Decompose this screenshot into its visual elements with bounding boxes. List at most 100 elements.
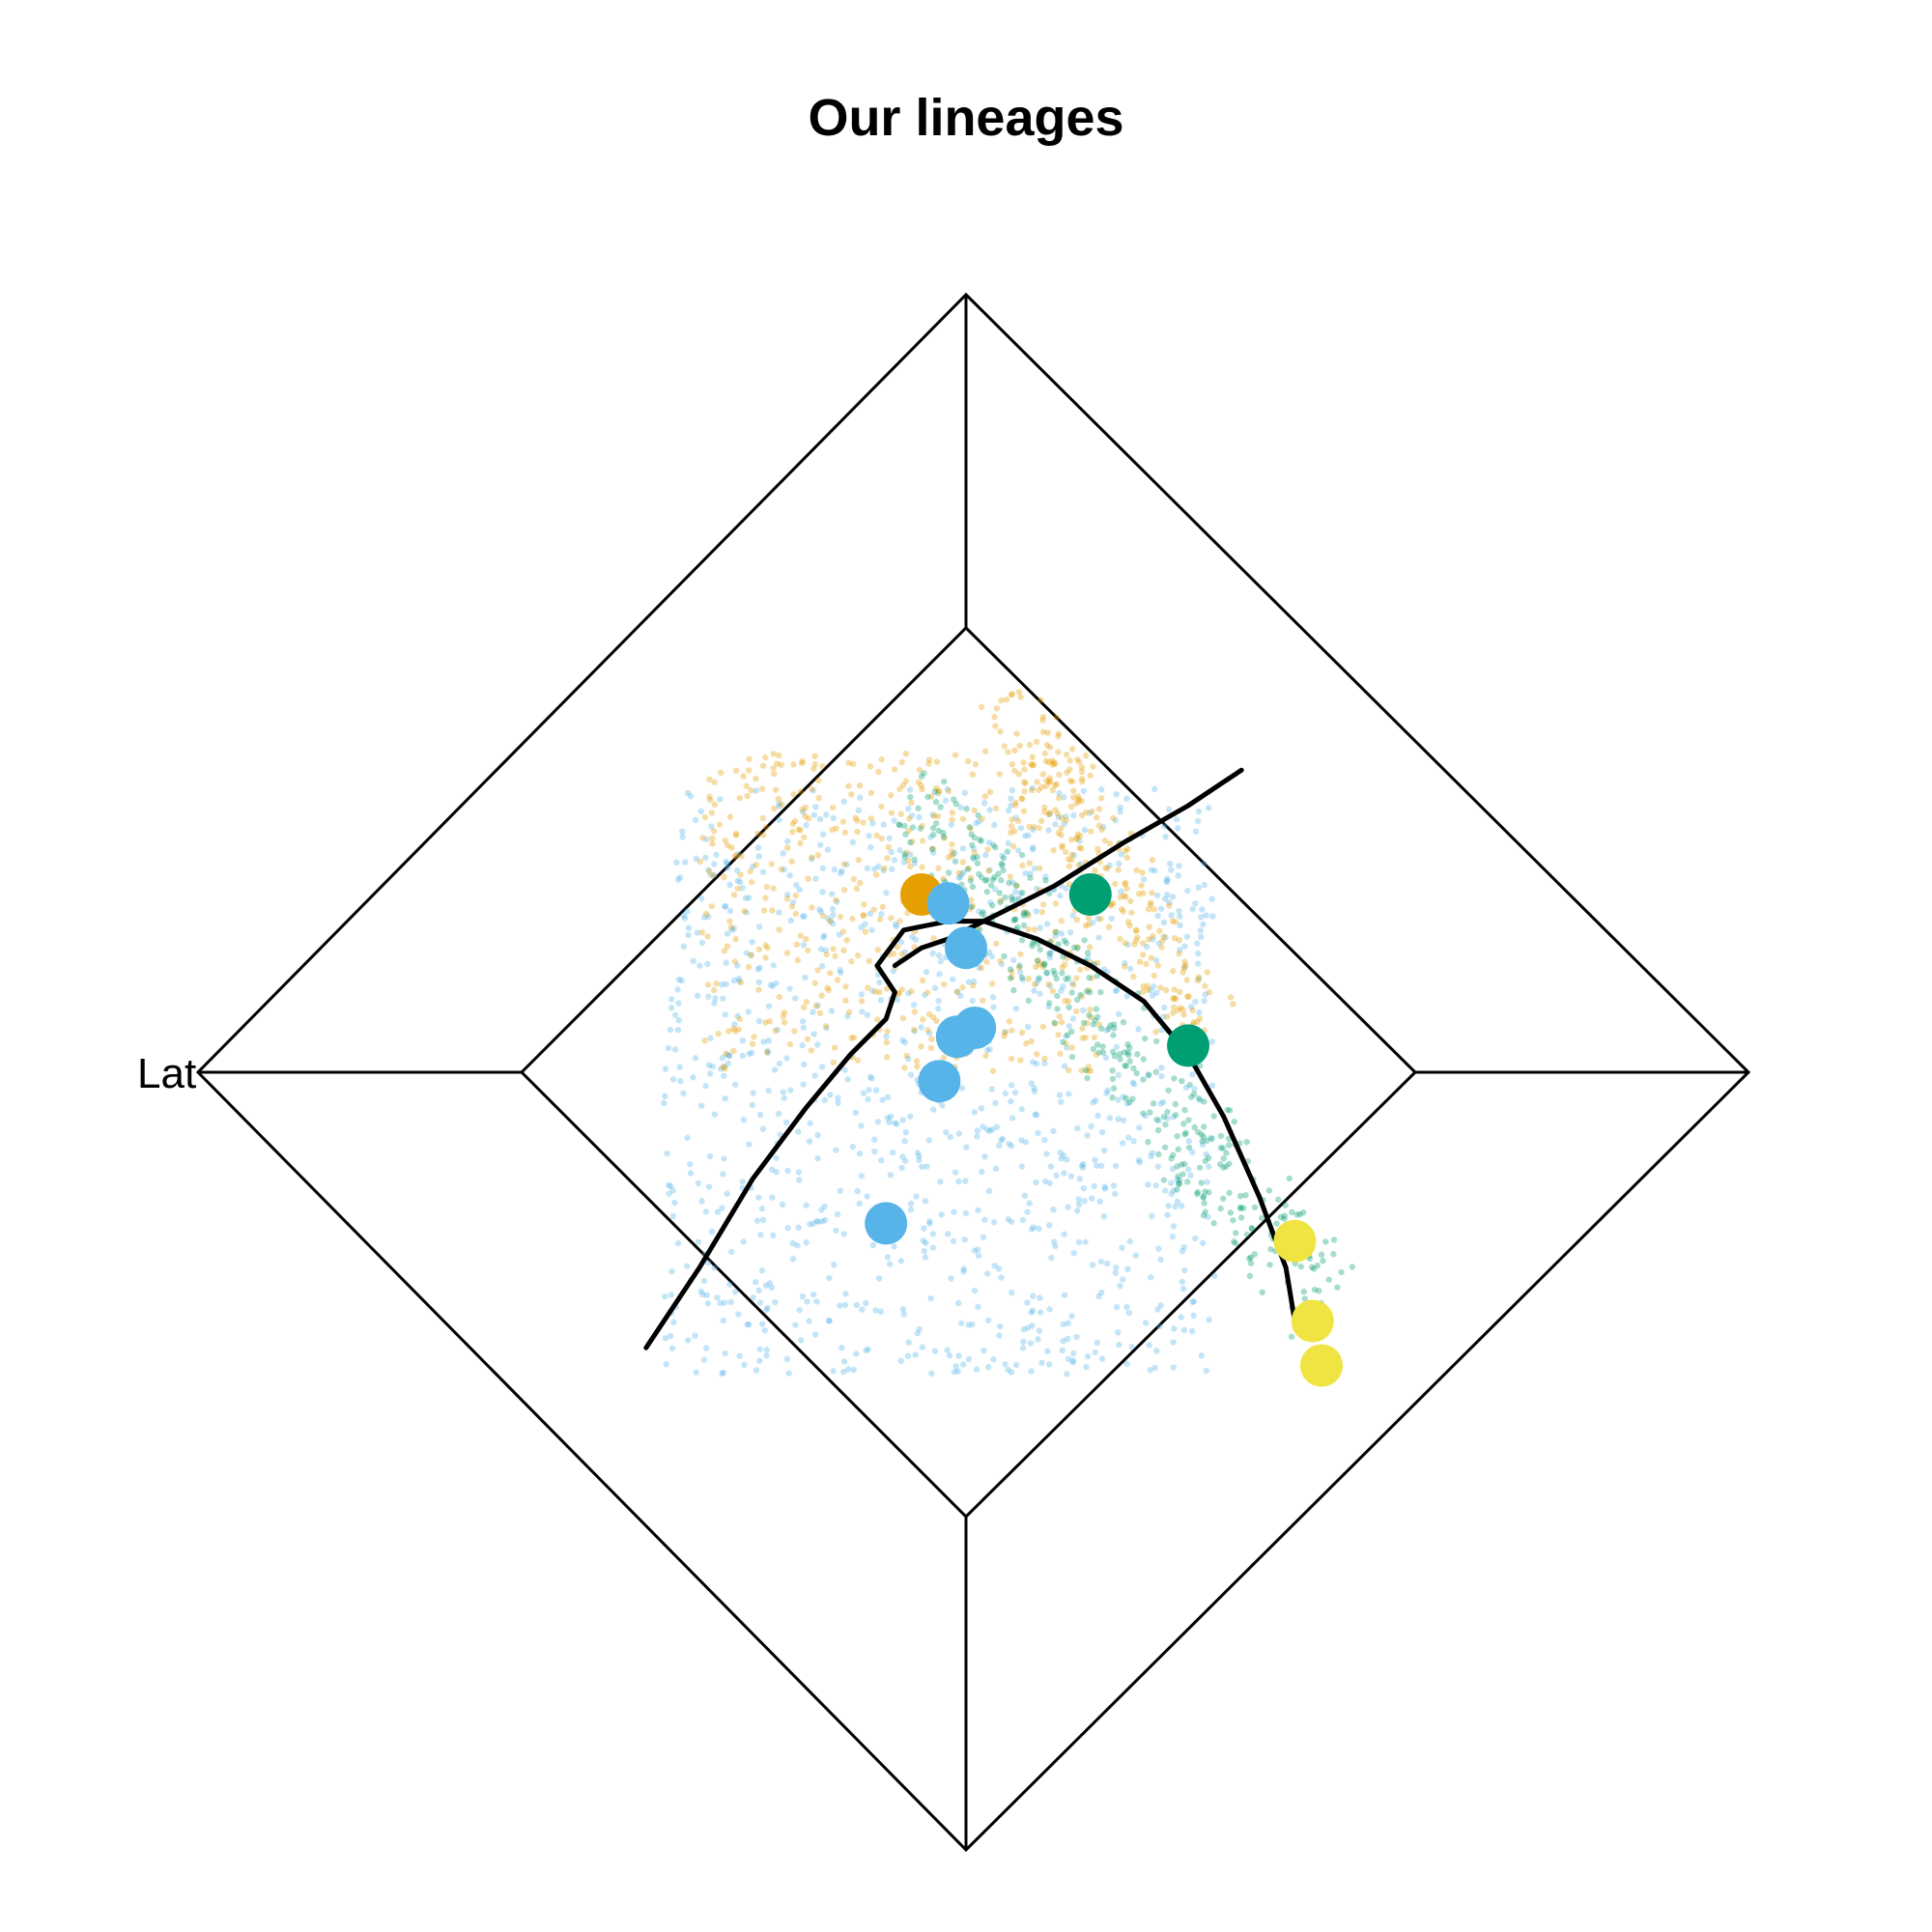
cell-point <box>1170 1009 1177 1016</box>
cell-point <box>1065 881 1073 888</box>
cell-point <box>1273 1220 1280 1227</box>
cell-point <box>972 761 980 768</box>
cell-point <box>926 1218 933 1225</box>
cell-point <box>1051 781 1059 789</box>
cell-point <box>935 997 942 1005</box>
cell-point <box>1056 771 1063 779</box>
cell-point <box>1168 867 1175 873</box>
cell-point <box>1057 893 1064 899</box>
cell-point <box>795 826 803 833</box>
cell-point <box>743 950 751 956</box>
cell-point <box>665 1044 672 1052</box>
cell-point <box>718 981 725 988</box>
cell-point <box>1101 1183 1108 1190</box>
cell-point <box>795 1169 803 1176</box>
cell-point <box>1125 1134 1132 1141</box>
cell-point <box>1022 869 1029 877</box>
cell-point <box>1055 813 1063 821</box>
cell-point <box>990 1004 997 1010</box>
cell-point <box>814 777 822 784</box>
cell-point <box>1124 845 1131 853</box>
cell-point <box>675 1016 682 1024</box>
cell-point <box>769 907 776 914</box>
cell-point <box>1115 1010 1122 1017</box>
cell-point <box>865 1346 871 1352</box>
cell-point <box>912 1351 919 1358</box>
cell-point <box>783 950 791 956</box>
cell-point <box>954 1368 961 1375</box>
cell-point <box>776 1060 783 1067</box>
cell-point <box>1058 1098 1065 1105</box>
cell-point <box>1197 927 1204 934</box>
cell-point <box>849 760 857 768</box>
cell-point <box>805 875 811 882</box>
cell-point <box>1158 1065 1165 1071</box>
cell-point <box>1022 833 1029 839</box>
cell-point <box>813 1218 820 1225</box>
cell-point <box>848 791 855 798</box>
cell-point <box>708 1228 716 1236</box>
cell-point <box>1117 1050 1123 1058</box>
cell-point <box>715 1030 722 1037</box>
cell-point <box>1028 1080 1035 1087</box>
cell-point <box>1121 893 1127 899</box>
cell-point <box>1122 959 1128 967</box>
cell-point <box>705 867 712 873</box>
cell-point <box>771 805 778 812</box>
cell-point <box>1066 778 1074 784</box>
cell-point <box>1056 789 1063 797</box>
cell-point <box>858 998 866 1005</box>
cell-point <box>884 1094 892 1100</box>
cell-point <box>819 865 827 872</box>
cell-point <box>685 931 692 939</box>
cell-point <box>784 844 791 851</box>
cell-point <box>1019 1345 1027 1351</box>
cell-point <box>1122 879 1129 887</box>
cell-point <box>685 924 693 931</box>
cell-point <box>1028 1037 1035 1045</box>
cell-point <box>1200 1193 1207 1200</box>
cell-point <box>871 988 879 995</box>
cell-point <box>1095 934 1102 941</box>
cell-point <box>788 858 795 866</box>
cell-point <box>875 1275 883 1282</box>
cell-point <box>840 947 847 954</box>
cell-point <box>797 788 804 795</box>
cell-point <box>1209 913 1216 920</box>
cell-point <box>1112 1190 1119 1198</box>
cell-point <box>789 899 797 906</box>
cell-point <box>1017 890 1024 896</box>
cell-point <box>1105 1025 1112 1033</box>
cell-point <box>1087 989 1094 996</box>
cell-point <box>1029 753 1036 760</box>
cell-point <box>878 911 885 918</box>
cell-point <box>1149 936 1156 943</box>
cell-point <box>1094 845 1101 853</box>
cell-point <box>1008 802 1014 810</box>
cell-point <box>844 1012 851 1020</box>
cell-point <box>953 988 960 996</box>
cell-point <box>967 874 975 882</box>
cell-point <box>957 1320 965 1327</box>
cell-point <box>1205 1154 1212 1161</box>
cell-point <box>1075 1238 1083 1246</box>
cell-point <box>789 1256 797 1263</box>
cell-point <box>903 1052 910 1060</box>
cell-point <box>1160 919 1168 926</box>
cell-point <box>1069 778 1076 785</box>
cell-point <box>1026 741 1034 749</box>
cluster-centroids <box>865 873 1343 1387</box>
cell-point <box>1199 906 1206 913</box>
cell-point <box>1227 994 1235 1001</box>
cell-point <box>827 918 834 924</box>
cell-point <box>783 895 791 902</box>
cell-point <box>1195 960 1202 967</box>
cell-point <box>863 1347 869 1354</box>
cell-point <box>888 810 895 816</box>
cell-point <box>856 781 864 789</box>
cell-point <box>799 759 806 767</box>
cell-point <box>1116 860 1122 867</box>
cell-point <box>971 978 978 985</box>
cell-point <box>1099 1049 1107 1056</box>
